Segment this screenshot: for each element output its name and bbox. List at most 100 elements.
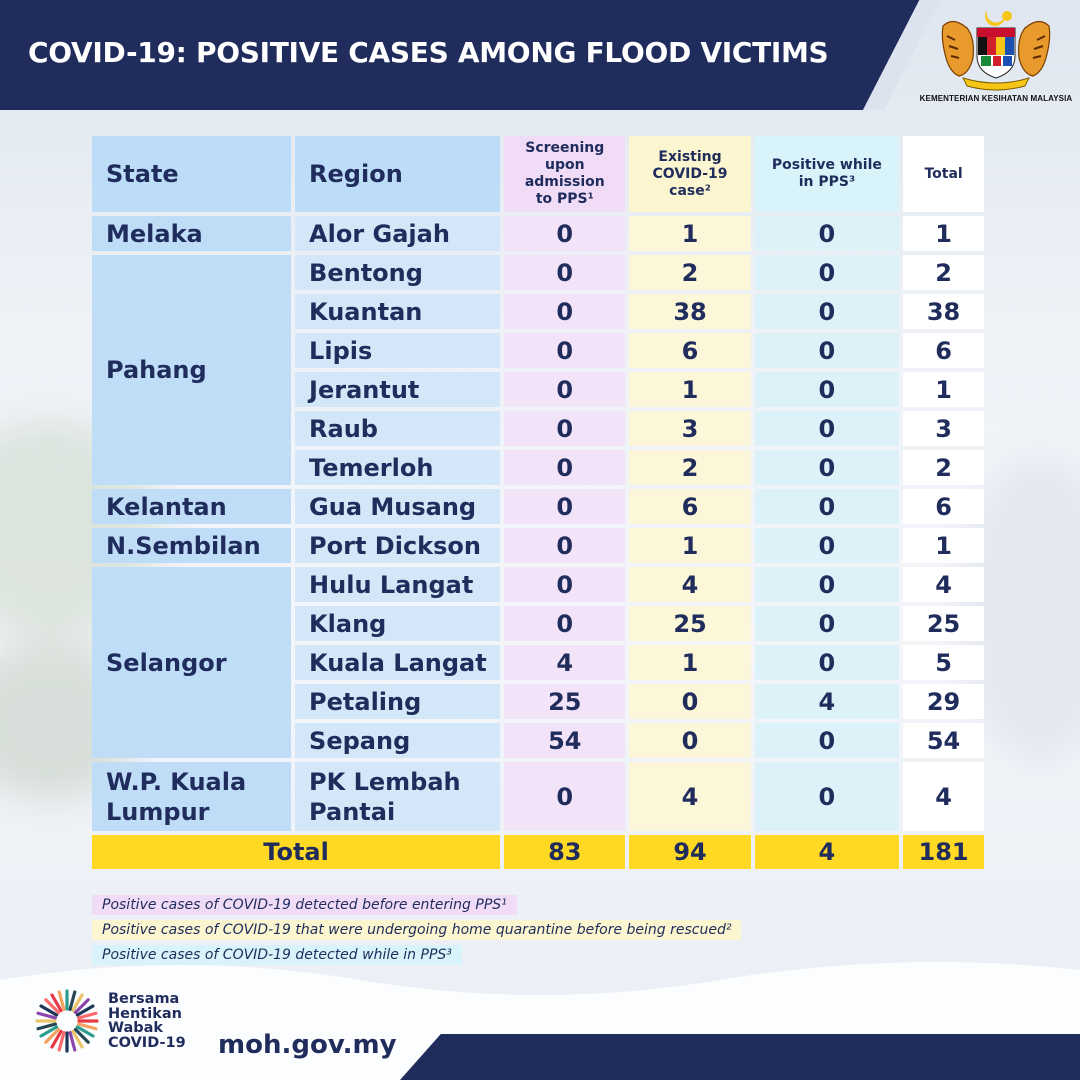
screening-cell: 0 <box>504 333 626 368</box>
page-title: COVID-19: POSITIVE CASES AMONG FLOOD VIC… <box>28 36 829 69</box>
existing-cell: 4 <box>629 762 751 831</box>
virus-burst-icon <box>35 989 99 1053</box>
screening-cell: 4 <box>504 645 626 680</box>
existing-cell: 3 <box>629 411 751 446</box>
region-cell: Sepang <box>295 723 501 758</box>
screening-cell: 0 <box>504 255 626 290</box>
table-row: Klang 0 25 0 25 <box>92 606 984 641</box>
totals-total: 181 <box>903 835 984 869</box>
totals-screening: 83 <box>504 835 626 869</box>
positive-cell: 0 <box>754 411 900 446</box>
region-cell: Gua Musang <box>295 489 501 524</box>
table-row: N.Sembilan Port Dickson 0 1 0 1 <box>92 528 984 563</box>
header-positive: Positive while in PPS³ <box>754 136 900 212</box>
campaign-line: Wabak <box>108 1020 164 1036</box>
region-cell: Klang <box>295 606 501 641</box>
positive-cell: 0 <box>754 645 900 680</box>
total-cell: 38 <box>903 294 984 329</box>
positive-cell: 0 <box>754 372 900 407</box>
header-screening-line: to PPS¹ <box>535 191 594 207</box>
table-row: Kuantan 0 38 0 38 <box>92 294 984 329</box>
table-row: Kelantan Gua Musang 0 6 0 6 <box>92 489 984 524</box>
table-row: Lipis 0 6 0 6 <box>92 333 984 368</box>
footnote-positive: Positive cases of COVID-19 detected whil… <box>92 945 462 965</box>
total-cell: 4 <box>903 567 984 602</box>
header-existing-line: Existing <box>658 148 722 165</box>
campaign-logo: Bersama Hentikan Wabak COVID-19 <box>34 988 204 1068</box>
header-screening-line: Screening <box>525 140 605 156</box>
existing-cell: 1 <box>629 528 751 563</box>
existing-cell: 1 <box>629 216 751 251</box>
region-cell: Port Dickson <box>295 528 501 563</box>
total-cell: 2 <box>903 450 984 485</box>
table-row: Kuala Langat 4 1 0 5 <box>92 645 984 680</box>
footnote-existing: Positive cases of COVID-19 that were und… <box>92 920 742 940</box>
header-region: Region <box>295 136 501 212</box>
total-cell: 4 <box>903 762 984 831</box>
region-cell: Raub <box>295 411 501 446</box>
screening-cell: 0 <box>504 528 626 563</box>
positive-cell: 0 <box>754 216 900 251</box>
positive-cell: 0 <box>754 723 900 758</box>
header-screening-line: upon <box>544 157 585 173</box>
header-positive-line: in PPS³ <box>798 174 856 190</box>
total-cell: 6 <box>903 489 984 524</box>
positive-cell: 0 <box>754 294 900 329</box>
screening-cell: 0 <box>504 489 626 524</box>
ministry-caption: KEMENTERIAN KESIHATAN MALAYSIA <box>919 94 1073 103</box>
region-cell: Kuantan <box>295 294 501 329</box>
coat-of-arms-icon <box>941 10 1051 91</box>
screening-cell: 54 <box>504 723 626 758</box>
footnotes: Positive cases of COVID-19 detected befo… <box>92 894 742 969</box>
footnote-screening: Positive cases of COVID-19 detected befo… <box>92 895 517 915</box>
table-row: Melaka Alor Gajah 0 1 0 1 <box>92 216 984 251</box>
totals-label: Total <box>92 835 501 869</box>
positive-cell: 0 <box>754 255 900 290</box>
region-cell: Hulu Langat <box>295 567 501 602</box>
screening-cell: 0 <box>504 450 626 485</box>
state-cell: Pahang <box>92 255 292 485</box>
header-existing-line: COVID-19 <box>652 165 728 182</box>
total-cell: 5 <box>903 645 984 680</box>
totals-positive: 4 <box>754 835 900 869</box>
total-cell: 1 <box>903 528 984 563</box>
campaign-line: COVID-19 <box>108 1034 186 1051</box>
screening-cell: 0 <box>504 294 626 329</box>
state-cell: Selangor <box>92 567 292 758</box>
footer-bar <box>400 1034 1080 1080</box>
state-cell: W.P. Kuala Lumpur <box>92 762 292 831</box>
screening-cell: 0 <box>504 372 626 407</box>
existing-cell: 1 <box>629 372 751 407</box>
total-cell: 6 <box>903 333 984 368</box>
header-state: State <box>92 136 292 212</box>
screening-cell: 25 <box>504 684 626 719</box>
state-cell: N.Sembilan <box>92 528 292 563</box>
state-cell: Melaka <box>92 216 292 251</box>
total-cell: 29 <box>903 684 984 719</box>
existing-cell: 6 <box>629 489 751 524</box>
screening-cell: 0 <box>504 216 626 251</box>
region-cell: Bentong <box>295 255 501 290</box>
header-screening-line: admission <box>524 174 605 190</box>
total-cell: 25 <box>903 606 984 641</box>
header-positive-line: Positive while <box>771 157 882 173</box>
existing-cell: 0 <box>629 684 751 719</box>
state-cell: Kelantan <box>92 489 292 524</box>
table-header-row: State Region Screening upon admission to… <box>92 136 984 212</box>
existing-cell: 1 <box>629 645 751 680</box>
header-existing-line: case² <box>669 182 711 199</box>
table-row: Pahang Bentong 0 2 0 2 <box>92 255 984 485</box>
cases-table: State Region Screening upon admission to… <box>88 132 988 873</box>
table-row: W.P. Kuala Lumpur PK Lembah Pantai 0 4 0 4 <box>92 762 984 831</box>
website-link[interactable]: moh.gov.my <box>218 1030 397 1060</box>
table-row: Selangor Hulu Langat 0 4 0 4 <box>92 567 984 758</box>
totals-row: Total 83 94 4 181 <box>92 835 984 869</box>
region-cell: Temerloh <box>295 450 501 485</box>
region-cell: Kuala Langat <box>295 645 501 680</box>
table-row: Sepang 54 0 0 54 <box>92 723 984 758</box>
positive-cell: 4 <box>754 684 900 719</box>
existing-cell: 6 <box>629 333 751 368</box>
positive-cell: 0 <box>754 606 900 641</box>
positive-cell: 0 <box>754 528 900 563</box>
table-row: Temerloh 0 2 0 2 <box>92 450 984 485</box>
